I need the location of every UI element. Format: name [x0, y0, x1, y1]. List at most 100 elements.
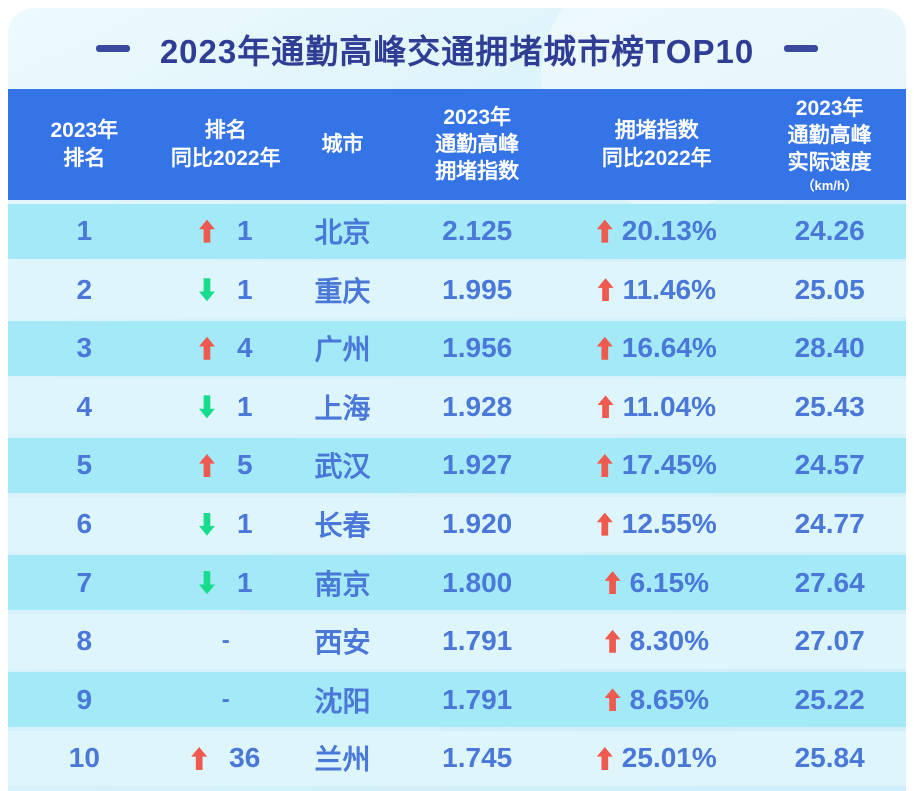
rank-cell: 4: [8, 379, 161, 434]
rank-cell: 9: [8, 672, 161, 727]
rank-cell: 6: [8, 497, 161, 552]
speed-value: 24.26: [794, 215, 865, 247]
arrow-down-icon: [198, 278, 215, 302]
rank-change-value: 1: [236, 566, 253, 598]
column-header-5: 拥堵指数 同比2022年: [560, 89, 753, 200]
rank-change-cell: 1: [161, 204, 291, 259]
speed-value: 27.07: [794, 625, 865, 657]
index-change-cell: 8.65%: [560, 672, 753, 727]
index-change-cell: 11.04%: [560, 379, 753, 434]
rank-change-none: -: [221, 685, 230, 713]
index-change-value: 25.01%: [621, 742, 717, 774]
rank-change-value: 1: [236, 390, 253, 422]
column-header-line: 实际速度: [787, 151, 872, 175]
title-dash-left-icon: [95, 45, 130, 52]
table-row: 4 1 上海 1.928 11.04% 25.43: [8, 379, 906, 435]
city-cell: 长春: [291, 497, 394, 552]
index-change-value: 17.45%: [621, 449, 717, 481]
congestion-index-cell: 1.791: [394, 614, 560, 669]
rank-value: 1: [76, 215, 93, 247]
arrow-up-icon: [604, 571, 621, 595]
rank-change-cell: 4: [161, 321, 291, 376]
congestion-index-value: 1.791: [442, 625, 513, 657]
rank-change-value: 1: [236, 215, 253, 247]
speed-cell: 25.05: [753, 262, 906, 317]
rank-change-group: 1: [198, 215, 253, 247]
speed-value: 24.57: [794, 449, 865, 481]
rank-change-none: -: [221, 627, 230, 655]
index-change-value: 16.64%: [621, 332, 717, 364]
column-header-sublabel: （km/h）: [801, 177, 858, 193]
city-name: 西安: [314, 627, 371, 659]
speed-cell: 28.40: [753, 321, 906, 376]
city-name: 上海: [314, 392, 371, 424]
city-name: 广州: [314, 334, 371, 366]
rank-change-value: 1: [236, 508, 253, 540]
rank-value: 6: [76, 508, 93, 540]
column-header-line: 拥堵指数: [435, 160, 520, 184]
city-name: 长春: [314, 510, 371, 542]
speed-cell: 24.26: [753, 204, 906, 259]
column-header-2: 排名同比2022年: [161, 89, 291, 200]
table-row: 6 1 长春 1.920 12.55% 24.77: [8, 496, 906, 552]
rank-value: 8: [76, 625, 93, 657]
table-row: 3 4 广州 1.956 16.64% 28.40: [8, 320, 906, 376]
speed-cell: 25.43: [753, 379, 906, 434]
index-change-group: 11.04%: [597, 390, 716, 423]
index-change-cell: 11.46%: [560, 262, 753, 317]
column-header-4: 2023年 通勤高峰 拥堵指数: [394, 89, 560, 200]
rank-change-cell: 1: [161, 379, 291, 434]
rank-value: 10: [68, 742, 100, 774]
rank-change-value: 4: [236, 332, 253, 364]
arrow-down-icon: [198, 512, 215, 536]
arrow-down-icon: [198, 571, 215, 595]
rank-cell: 5: [8, 438, 161, 493]
column-header-line: 拥堵指数: [614, 119, 699, 143]
speed-cell: 27.07: [753, 614, 906, 669]
column-header-line: 2023年: [795, 96, 864, 120]
city-cell: 重庆: [291, 262, 394, 317]
table-row: 10 36 兰州 1.745 25.01% 25.84: [8, 730, 906, 786]
rank-change-value: 5: [236, 449, 253, 481]
table-header-row: 2023年 排名 排名 同比2022年 城市 2023年 通勤高峰 拥堵指数 拥堵指数 同比202…: [8, 89, 906, 200]
table-row: 5 5 武汉 1.927 17.45% 24.57: [8, 437, 906, 493]
column-header-line: 城市: [321, 132, 364, 156]
column-header-1: 2023年 排名: [8, 89, 161, 200]
speed-cell: 27.64: [753, 555, 906, 610]
index-change-cell: 16.64%: [560, 321, 753, 376]
city-name: 兰州: [314, 744, 371, 776]
index-change-value: 11.46%: [622, 273, 716, 305]
index-change-value: 20.13%: [621, 215, 717, 247]
index-change-value: 11.04%: [622, 390, 716, 422]
arrow-down-icon: [198, 395, 215, 419]
column-header-line: 同比2022年: [170, 146, 281, 170]
speed-value: 25.22: [794, 683, 865, 715]
index-change-value: 12.55%: [621, 508, 717, 540]
index-change-cell: 20.13%: [560, 204, 753, 259]
speed-value: 25.84: [794, 742, 865, 774]
city-name: 武汉: [314, 451, 371, 483]
city-cell: 兰州: [291, 731, 394, 786]
rank-cell: 10: [8, 731, 161, 786]
rank-change-cell: 1: [161, 262, 291, 317]
city-cell: 南京: [291, 555, 394, 610]
rank-change-cell: 5: [161, 438, 291, 493]
congestion-index-cell: 1.791: [394, 672, 560, 727]
rank-change-group: 1: [198, 566, 253, 599]
speed-value: 24.77: [794, 508, 865, 540]
speed-value: 28.40: [794, 332, 865, 364]
table-row: 8 - 西安 1.791 8.30% 27.07: [8, 613, 906, 669]
column-header-6: 2023年 通勤高峰 实际速度 （km/h）: [753, 89, 906, 200]
congestion-index-value: 1.800: [442, 566, 513, 598]
speed-value: 27.64: [794, 566, 865, 598]
content: 2023年通勤高峰交通拥堵城市榜TOP10 2023年 排名 排名 同比2022年 城市…: [8, 8, 906, 786]
speed-cell: 24.57: [753, 438, 906, 493]
column-header-line: 2023年: [443, 105, 512, 129]
rank-value: 4: [76, 390, 93, 422]
rank-change-cell: -: [161, 672, 291, 727]
arrow-up-icon: [604, 688, 621, 712]
column-header-line: 排名: [204, 119, 247, 143]
arrow-up-icon: [198, 219, 215, 243]
table-body: 1 1 北京 2.125 20.13% 24.26 2 1 重庆 1.995 11.46% 25.05…: [8, 203, 906, 786]
